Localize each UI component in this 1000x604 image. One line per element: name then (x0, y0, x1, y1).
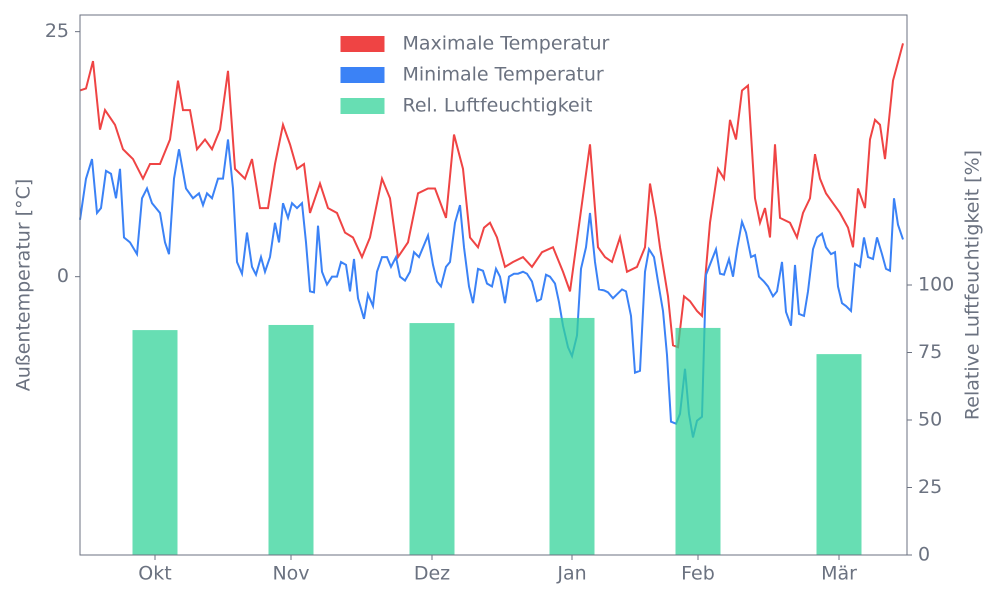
y2-axis-label: Relative Luftfeuchtigkeit [%] (962, 150, 984, 420)
x-tick-label: Dez (414, 563, 450, 585)
legend-label: Maximale Temperatur (403, 33, 610, 55)
x-tick-label: Jan (556, 563, 586, 585)
legend-label: Rel. Luftfeuchtigkeit (403, 95, 593, 117)
y2-tick-label: 50 (918, 409, 942, 431)
legend-swatch (340, 36, 385, 52)
x-tick-label: Mär (821, 563, 857, 585)
y-tick-label: 25 (45, 20, 69, 42)
bar (549, 317, 595, 555)
legend-swatch (340, 98, 385, 114)
line (79, 43, 904, 349)
y2-tick-label: 75 (918, 341, 942, 363)
y-axis-label: Außentemperatur [°C] (13, 179, 35, 392)
bar (132, 330, 178, 555)
bar (409, 323, 455, 555)
bar (675, 327, 721, 555)
legend-swatch (340, 67, 385, 83)
line (79, 139, 904, 438)
bar (816, 354, 862, 555)
x-tick-label: Nov (272, 563, 309, 585)
y2-tick-label: 100 (918, 274, 954, 296)
y2-tick-label: 0 (918, 544, 930, 566)
x-tick-label: Feb (681, 563, 715, 585)
legend-label: Minimale Temperatur (403, 64, 604, 86)
y2-tick-label: 25 (918, 476, 942, 498)
bar (268, 324, 314, 555)
x-tick-label: Okt (138, 563, 171, 585)
y-tick-label: 0 (57, 265, 69, 287)
